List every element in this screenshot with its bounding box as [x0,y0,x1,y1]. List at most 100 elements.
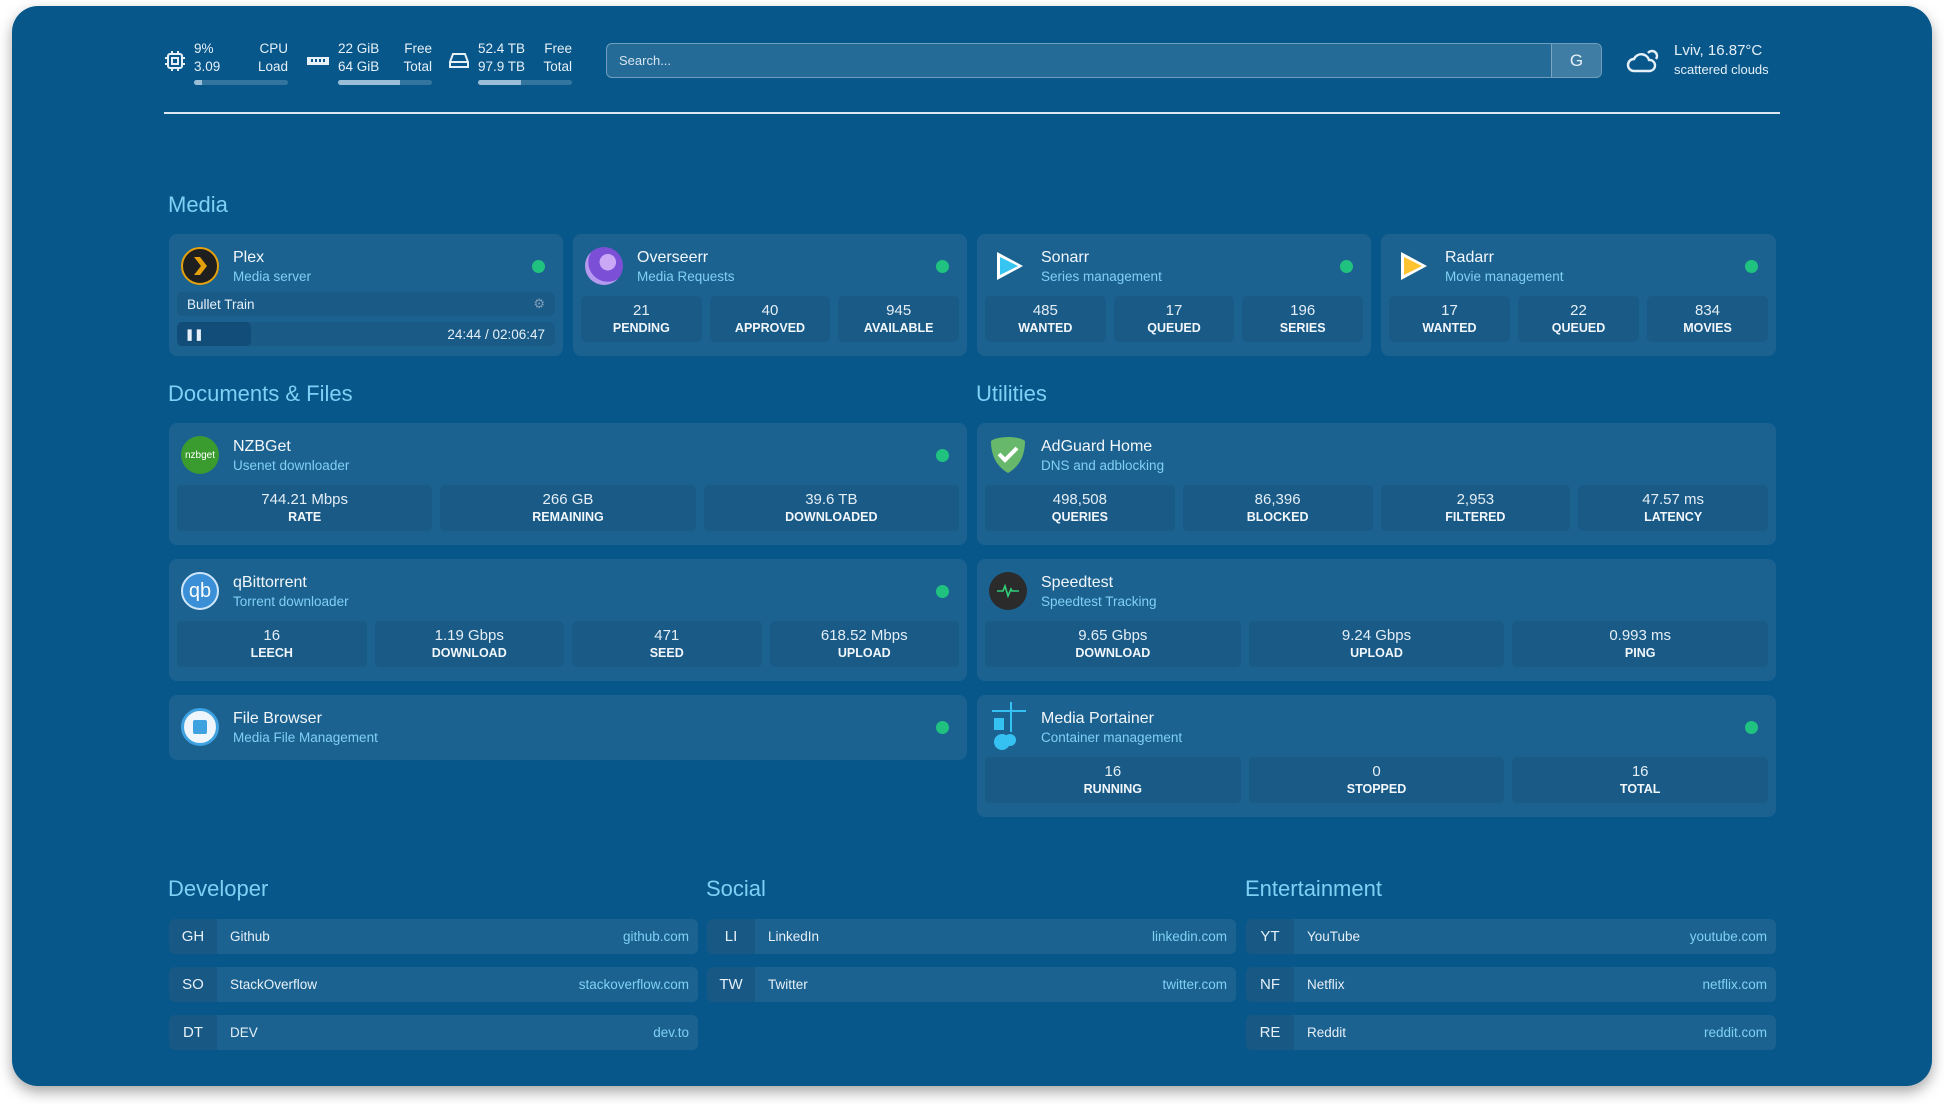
stat-ping: 0.993 ms PING [1512,621,1769,667]
bookmark-dev[interactable]: DT DEV dev.to [169,1015,698,1050]
memory-bar [338,80,432,85]
service-card-plex[interactable]: Plex Media server Bullet Train ⚙ ❚❚ 24:44 /… [169,234,563,356]
stat-queued: 22 QUEUED [1518,296,1639,342]
bookmark-url[interactable]: github.com [622,929,689,944]
bookmark-name: Reddit [1307,1025,1347,1040]
stat-label: FILTERED [1445,510,1506,524]
stat-value: 485 [1032,302,1058,319]
stat-pending: 21 PENDING [581,296,702,342]
memory-widget: 22 GiB Free 64 GiB Total [306,40,432,85]
service-name: Sonarr [1041,248,1090,266]
status-indicator [1340,259,1353,273]
bookmark-reddit[interactable]: RE Reddit reddit.com [1246,1015,1776,1050]
bookmark-url[interactable]: stackoverflow.com [578,977,689,992]
service-desc: Speedtest Tracking [1041,593,1157,609]
bookmark-abbr: GH [169,919,217,954]
stat-label: RUNNING [1083,782,1142,796]
bookmark-abbr: DT [169,1015,217,1050]
bookmark-url[interactable]: youtube.com [1689,929,1767,944]
stat-value: 0 [1372,763,1381,780]
status-indicator [1745,259,1758,273]
stat-value: 16 [263,627,281,644]
memory-total: 64 GiB [338,59,380,74]
file-browser-icon [181,708,219,746]
service-card-nzbget[interactable]: nzbget NZBGet Usenet downloader 744.21 Mb… [169,423,967,545]
pause-icon[interactable]: ❚❚ [185,328,204,341]
stat-value: 618.52 Mbps [820,627,908,644]
status-indicator [1745,720,1758,734]
bookmark-stackoverflow[interactable]: SO StackOverflow stackoverflow.com [169,967,698,1002]
stat-label: QUEUED [1147,321,1201,335]
stat-available: 945 AVAILABLE [838,296,960,342]
service-name: NZBGet [233,437,291,455]
disk-free: 52.4 TB [478,41,526,56]
service-name: Overseerr [637,248,709,266]
bookmark-url[interactable]: linkedin.com [1151,929,1227,944]
stat-label: REMAINING [532,510,604,524]
search-input[interactable] [607,44,1551,77]
bookmark-url[interactable]: twitter.com [1162,977,1227,992]
stat-wanted: 17 WANTED [1389,296,1510,342]
status-indicator [936,448,949,462]
stat-label: STOPPED [1346,782,1407,796]
stat-label: RATE [288,510,322,524]
service-name: Speedtest [1041,573,1114,591]
bookmark-group-title: Social [706,876,766,901]
bookmark-linkedin[interactable]: LI LinkedIn linkedin.com [707,919,1236,954]
playback-bar[interactable]: ❚❚ 24:44 / 02:06:47 [177,322,555,346]
service-card-radarr[interactable]: Radarr Movie management 17 WANTED 22 QUEUED… [1381,234,1776,356]
bookmark-abbr: TW [707,967,755,1002]
service-card-qbittorrent[interactable]: qb qBittorrent Torrent downloader 16 LEECH… [169,559,967,681]
service-card-file-browser[interactable]: File Browser Media File Management [169,695,967,760]
cpu-bar [194,80,288,85]
bookmark-name: Github [230,929,270,944]
service-desc: Container management [1041,729,1183,745]
service-desc: Series management [1041,268,1162,284]
stat-value: 9.65 Gbps [1078,627,1148,644]
gear-icon[interactable]: ⚙ [533,296,545,311]
speedtest-pulse-icon [989,572,1027,610]
disk-widget: 52.4 TB Free 97.9 TB Total [448,40,572,85]
bookmark-abbr: RE [1246,1015,1294,1050]
stat-value: 744.21 Mbps [261,491,349,508]
bookmark-name: StackOverflow [230,977,318,992]
service-desc: Torrent downloader [233,593,349,609]
stat-label: WANTED [1018,321,1073,335]
stat-blocked: 86,396 BLOCKED [1182,485,1373,531]
service-name: Media Portainer [1041,709,1154,727]
bookmark-abbr: SO [169,967,217,1002]
service-card-adguard[interactable]: AdGuard Home DNS and adblocking 498,508 QU… [977,423,1776,545]
stat-movies: 834 MOVIES [1647,296,1768,342]
bookmark-url[interactable]: netflix.com [1702,977,1767,992]
bookmark-url[interactable]: dev.to [653,1025,689,1040]
stat-label: DOWNLOAD [1075,646,1151,660]
stat-filtered: 2,953 FILTERED [1380,485,1571,531]
bookmark-twitter[interactable]: TW Twitter twitter.com [707,967,1236,1002]
search-provider-button[interactable]: G [1551,44,1601,77]
bookmark-name: YouTube [1307,929,1361,944]
stat-value: 21 [632,302,650,319]
service-desc: Usenet downloader [233,457,350,473]
stat-label: PENDING [612,321,670,335]
service-card-sonarr[interactable]: Sonarr Series management 485 WANTED 17 QUEU… [977,234,1371,356]
stat-approved: 40 APPROVED [709,296,831,342]
stat-value: 17 [1441,302,1458,319]
service-name: Radarr [1445,248,1494,266]
memory-icon [307,57,329,65]
stat-label: SEED [649,646,684,660]
service-card-speedtest[interactable]: Speedtest Speedtest Tracking 9.65 Gbps DOW… [977,559,1776,681]
bookmark-youtube[interactable]: YT YouTube youtube.com [1246,919,1776,954]
bookmark-github[interactable]: GH Github github.com [169,919,698,954]
stat-downloaded: 39.6 TB DOWNLOADED [703,485,959,531]
bookmark-url[interactable]: reddit.com [1703,1025,1767,1040]
service-card-portainer[interactable]: Media Portainer Container management 16 RU… [977,695,1776,817]
group-title-media: Media [168,192,228,217]
stat-value: 498,508 [1052,491,1107,508]
stat-label: DOWNLOAD [431,646,507,660]
stat-queued: 17 QUEUED [1113,296,1235,342]
stat-value: 834 [1694,302,1721,319]
stat-value: 9.24 Gbps [1341,627,1412,644]
service-card-overseerr[interactable]: Overseerr Media Requests 21 PENDING 40 APPR… [573,234,967,356]
stat-label: SERIES [1279,321,1326,335]
bookmark-netflix[interactable]: NF Netflix netflix.com [1246,967,1776,1002]
